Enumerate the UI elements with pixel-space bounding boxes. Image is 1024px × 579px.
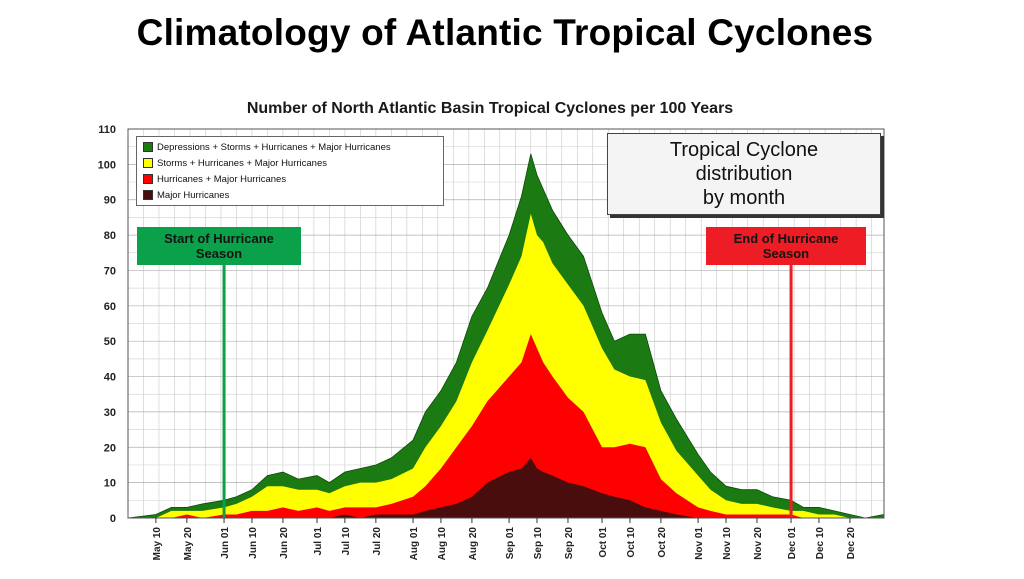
start-season-label: Start of Hurricane Season xyxy=(137,227,301,265)
x-tick-label: May 10 xyxy=(152,527,163,561)
y-tick-label: 110 xyxy=(98,124,116,136)
end-season-line: Season xyxy=(762,246,810,261)
slide-title: Climatology of Atlantic Tropical Cyclone… xyxy=(136,12,874,53)
legend-label: Storms + Hurricanes + Major Hurricanes xyxy=(157,157,327,169)
chart-title: Number of North Atlantic Basin Tropical … xyxy=(246,100,734,117)
x-tick-label: Oct 01 xyxy=(598,527,609,558)
y-tick-label: 70 xyxy=(104,265,116,277)
y-tick-label: 20 xyxy=(104,442,116,454)
series-area-3 xyxy=(128,334,884,518)
x-tick-label: Sep 01 xyxy=(505,527,516,560)
legend-swatch-green xyxy=(143,142,153,152)
legend-label: Major Hurricanes xyxy=(157,189,230,201)
y-tick-label: 50 xyxy=(104,336,116,348)
x-tick-label: Jun 10 xyxy=(248,527,259,559)
y-tick-label: 60 xyxy=(104,301,116,313)
x-tick-label: Oct 20 xyxy=(657,527,668,558)
plot-frame xyxy=(127,128,885,519)
legend-label: Depressions + Storms + Hurricanes + Majo… xyxy=(157,141,391,153)
x-tick-label: Dec 10 xyxy=(815,527,826,560)
x-tick-label: Nov 20 xyxy=(753,527,764,560)
x-tick-label: Oct 10 xyxy=(626,527,637,558)
legend-item: Hurricanes + Major Hurricanes xyxy=(143,172,286,186)
x-tick-label: Aug 01 xyxy=(409,527,420,561)
x-tick-label: Jun 01 xyxy=(220,527,231,559)
legend-item: Storms + Hurricanes + Major Hurricanes xyxy=(143,156,327,170)
series-area-2 xyxy=(128,213,884,518)
legend-swatch-yellow xyxy=(143,158,153,168)
legend-swatch-dark-red xyxy=(143,190,153,200)
legend-item: Major Hurricanes xyxy=(143,188,229,202)
x-tick-label: Sep 20 xyxy=(564,527,575,560)
x-tick-label: Jul 10 xyxy=(341,527,352,556)
area-layer xyxy=(127,153,885,519)
x-tick-label: Jul 01 xyxy=(313,527,324,556)
x-tick-label: Sep 10 xyxy=(533,527,544,560)
callout-line: distribution xyxy=(695,163,793,185)
y-tick-label: 0 xyxy=(110,513,116,525)
series-area-4 xyxy=(128,457,884,518)
x-tick-label: Nov 01 xyxy=(694,527,705,560)
legend-label: Hurricanes + Major Hurricanes xyxy=(157,173,287,185)
start-season-line: Season xyxy=(195,246,243,261)
end-season-label: End of Hurricane Season xyxy=(706,227,866,265)
end-season-line: End of Hurricane xyxy=(733,231,839,246)
x-tick-label: Aug 20 xyxy=(468,527,479,561)
y-tick-label: 30 xyxy=(104,407,116,419)
distribution-callout: Tropical Cyclone distribution by month xyxy=(607,133,881,215)
y-tick-label: 80 xyxy=(104,230,116,242)
start-season-line: Start of Hurricane xyxy=(164,231,274,246)
y-tick-label: 40 xyxy=(104,372,116,384)
legend-item: Depressions + Storms + Hurricanes + Majo… xyxy=(143,140,391,154)
x-tick-label: Aug 10 xyxy=(437,527,448,561)
callout-line: Tropical Cyclone xyxy=(669,139,819,161)
y-tick-label: 90 xyxy=(104,195,116,207)
x-tick-label: Jul 20 xyxy=(372,527,383,556)
x-tick-label: Dec 01 xyxy=(787,527,798,560)
legend: Depressions + Storms + Hurricanes + Majo… xyxy=(136,136,444,206)
y-tick-label: 10 xyxy=(104,478,116,490)
x-tick-label: Jun 20 xyxy=(279,527,290,559)
legend-swatch-red xyxy=(143,174,153,184)
axis-layer: 0 10 20 30 40 50 60 70 80 90 100 110 May 10 May 20 Jun… xyxy=(98,124,885,561)
x-tick-label: May 20 xyxy=(183,527,194,561)
x-tick-label: Dec 20 xyxy=(846,527,857,560)
y-tick-label: 100 xyxy=(98,159,116,171)
x-tick-label: Nov 10 xyxy=(722,527,733,560)
callout-line: by month xyxy=(702,187,786,209)
marker-layer xyxy=(222,265,793,518)
